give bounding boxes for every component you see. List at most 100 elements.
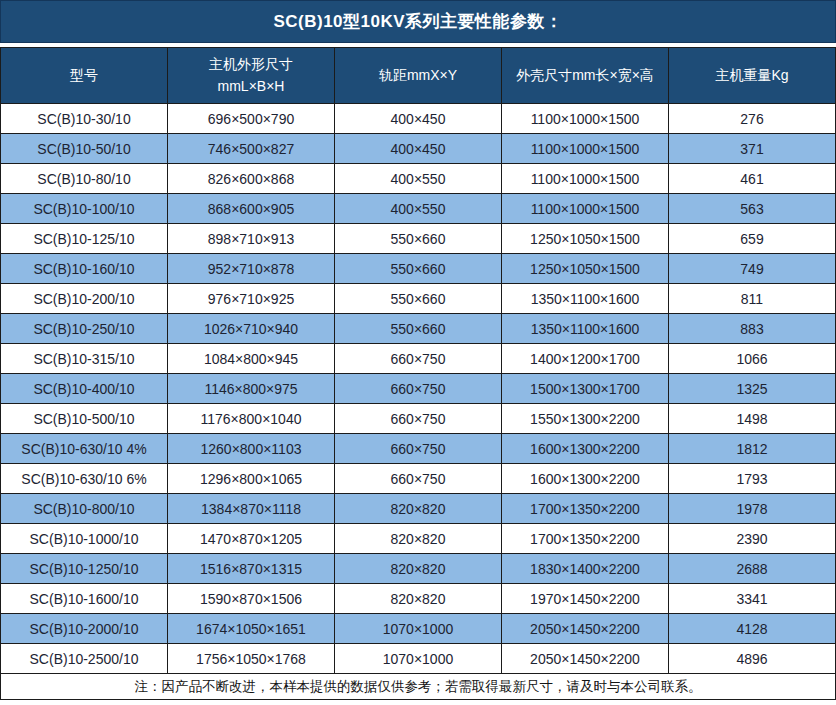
table-body: SC(B)10-30/10696×500×790400×4501100×1000… (1, 104, 836, 674)
table-cell: 1498 (669, 404, 836, 434)
table-cell: 660×750 (335, 434, 502, 464)
table-cell: 2390 (669, 524, 836, 554)
table-cell: 1070×1000 (335, 614, 502, 644)
table-cell: 1516×870×1315 (168, 554, 335, 584)
table-cell: 1100×1000×1500 (502, 164, 669, 194)
table-cell: 1550×1300×2200 (502, 404, 669, 434)
table-cell: 2050×1450×2200 (502, 644, 669, 674)
table-cell: 400×550 (335, 164, 502, 194)
table-cell: 550×660 (335, 284, 502, 314)
table-cell: 1250×1050×1500 (502, 254, 669, 284)
table-row: SC(B)10-1000/101470×870×1205820×8201700×… (1, 524, 836, 554)
table-cell: 400×450 (335, 134, 502, 164)
table-cell: 1100×1000×1500 (502, 134, 669, 164)
table-cell: 400×550 (335, 194, 502, 224)
table-cell: 1066 (669, 344, 836, 374)
table-row: SC(B)10-100/10868×600×905400×5501100×100… (1, 194, 836, 224)
table-cell: 4896 (669, 644, 836, 674)
table-cell: SC(B)10-2000/10 (1, 614, 168, 644)
table-cell: 1100×1000×1500 (502, 194, 669, 224)
table-cell: 1600×1300×2200 (502, 464, 669, 494)
col-header-model: 型号 (1, 48, 168, 104)
page-title: SC(B)10型10KV系列主要性能参数： (0, 0, 836, 43)
table-row: SC(B)10-30/10696×500×790400×4501100×1000… (1, 104, 836, 134)
table-row: SC(B)10-1250/101516×870×1315820×8201830×… (1, 554, 836, 584)
table-cell: 1084×800×945 (168, 344, 335, 374)
table-cell: 1700×1350×2200 (502, 494, 669, 524)
table-cell: 659 (669, 224, 836, 254)
table-cell: 400×450 (335, 104, 502, 134)
col-header-weight: 主机重量Kg (669, 48, 836, 104)
table-cell: SC(B)10-1600/10 (1, 584, 168, 614)
table-cell: 1590×870×1506 (168, 584, 335, 614)
table-row: SC(B)10-160/10952×710×878550×6601250×105… (1, 254, 836, 284)
table-cell: 976×710×925 (168, 284, 335, 314)
table-cell: 461 (669, 164, 836, 194)
table-cell: 4128 (669, 614, 836, 644)
table-cell: 1350×1100×1600 (502, 314, 669, 344)
table-cell: SC(B)10-250/10 (1, 314, 168, 344)
table-cell: 868×600×905 (168, 194, 335, 224)
table-cell: 660×750 (335, 344, 502, 374)
table-cell: 1400×1200×1700 (502, 344, 669, 374)
table-cell: 826×600×868 (168, 164, 335, 194)
table-cell: 749 (669, 254, 836, 284)
spec-table: 型号 主机外形尺寸 mmL×B×H 轨距mmX×Y 外壳尺寸mm长×宽×高 主机… (0, 47, 836, 700)
table-cell: 746×500×827 (168, 134, 335, 164)
table-cell: 660×750 (335, 404, 502, 434)
table-row: SC(B)10-1600/101590×870×1506820×8201970×… (1, 584, 836, 614)
table-row: SC(B)10-125/10898×710×913550×6601250×105… (1, 224, 836, 254)
table-cell: 550×660 (335, 254, 502, 284)
table-row: SC(B)10-500/101176×800×1040660×7501550×1… (1, 404, 836, 434)
table-cell: 1756×1050×1768 (168, 644, 335, 674)
table-cell: SC(B)10-800/10 (1, 494, 168, 524)
table-row: SC(B)10-400/101146×800×975660×7501500×13… (1, 374, 836, 404)
table-cell: 696×500×790 (168, 104, 335, 134)
table-cell: SC(B)10-125/10 (1, 224, 168, 254)
table-cell: SC(B)10-500/10 (1, 404, 168, 434)
table-cell: 276 (669, 104, 836, 134)
table-cell: 1070×1000 (335, 644, 502, 674)
table-cell: 1325 (669, 374, 836, 404)
table-cell: 3341 (669, 584, 836, 614)
table-cell: SC(B)10-630/10 4% (1, 434, 168, 464)
table-cell: 1296×800×1065 (168, 464, 335, 494)
table-header-row: 型号 主机外形尺寸 mmL×B×H 轨距mmX×Y 外壳尺寸mm长×宽×高 主机… (1, 48, 836, 104)
table-cell: 1674×1050×1651 (168, 614, 335, 644)
table-footer: 注：因产品不断改进，本样本提供的数据仅供参考；若需取得最新尺寸，请及时与本公司联… (1, 674, 836, 700)
table-header: 型号 主机外形尺寸 mmL×B×H 轨距mmX×Y 外壳尺寸mm长×宽×高 主机… (1, 48, 836, 104)
table-cell: 820×820 (335, 554, 502, 584)
table-cell: 1970×1450×2200 (502, 584, 669, 614)
table-cell: SC(B)10-315/10 (1, 344, 168, 374)
table-cell: 1026×710×940 (168, 314, 335, 344)
table-cell: 811 (669, 284, 836, 314)
table-cell: 550×660 (335, 224, 502, 254)
table-cell: 1176×800×1040 (168, 404, 335, 434)
table-cell: SC(B)10-30/10 (1, 104, 168, 134)
table-cell: 1384×870×1118 (168, 494, 335, 524)
table-cell: SC(B)10-400/10 (1, 374, 168, 404)
table-cell: 563 (669, 194, 836, 224)
table-cell: 1470×870×1205 (168, 524, 335, 554)
table-cell: 660×750 (335, 374, 502, 404)
table-cell: 1500×1300×1700 (502, 374, 669, 404)
table-cell: 1812 (669, 434, 836, 464)
table-cell: SC(B)10-160/10 (1, 254, 168, 284)
spec-sheet: SC(B)10型10KV系列主要性能参数： 型号 主机外形尺寸 mmL×B×H … (0, 0, 836, 705)
table-cell: 1700×1350×2200 (502, 524, 669, 554)
table-cell: 1350×1100×1600 (502, 284, 669, 314)
table-row: SC(B)10-2000/101674×1050×16511070×100020… (1, 614, 836, 644)
table-cell: 820×820 (335, 584, 502, 614)
table-cell: 1830×1400×2200 (502, 554, 669, 584)
table-cell: SC(B)10-2500/10 (1, 644, 168, 674)
table-cell: 898×710×913 (168, 224, 335, 254)
table-cell: SC(B)10-50/10 (1, 134, 168, 164)
table-row: SC(B)10-250/101026×710×940550×6601350×11… (1, 314, 836, 344)
table-cell: 1793 (669, 464, 836, 494)
table-cell: 1260×800×1103 (168, 434, 335, 464)
table-cell: 371 (669, 134, 836, 164)
table-cell: 550×660 (335, 314, 502, 344)
table-cell: 1978 (669, 494, 836, 524)
footer-row: 注：因产品不断改进，本样本提供的数据仅供参考；若需取得最新尺寸，请及时与本公司联… (1, 674, 836, 700)
table-cell: 1146×800×975 (168, 374, 335, 404)
